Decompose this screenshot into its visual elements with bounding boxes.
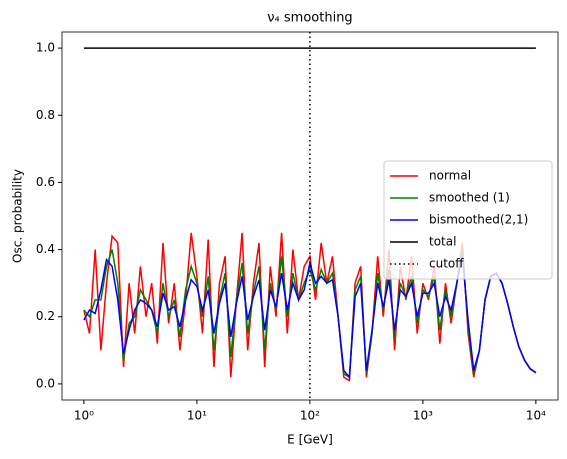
chart-title: ν₄ smoothing	[267, 11, 352, 26]
y-tick-label: 1.0	[36, 41, 55, 55]
x-tick-label: 10⁰	[74, 409, 94, 423]
y-axis-label: Osc. probability	[11, 169, 25, 263]
x-tick-label: 10¹	[187, 409, 207, 423]
legend-label: cutoff	[429, 257, 464, 271]
y-tick-label: 0.2	[36, 309, 55, 323]
y-tick-label: 0.6	[36, 175, 55, 189]
legend-label: smoothed (1)	[429, 191, 510, 205]
y-tick-label: 0.4	[36, 242, 55, 256]
legend-label: bismoothed(2,1)	[429, 213, 528, 227]
legend-label: normal	[429, 169, 471, 183]
x-tick-label: 10²	[300, 409, 320, 423]
y-tick-label: 0.8	[36, 108, 55, 122]
x-axis-label: E [GeV]	[287, 433, 333, 447]
x-tick-label: 10³	[413, 409, 433, 423]
y-tick-label: 0.0	[36, 376, 55, 390]
legend-box	[383, 160, 553, 280]
plot-frame	[61, 31, 559, 401]
legend-label: total	[429, 235, 456, 249]
x-tick-label: 10⁴	[526, 409, 546, 423]
